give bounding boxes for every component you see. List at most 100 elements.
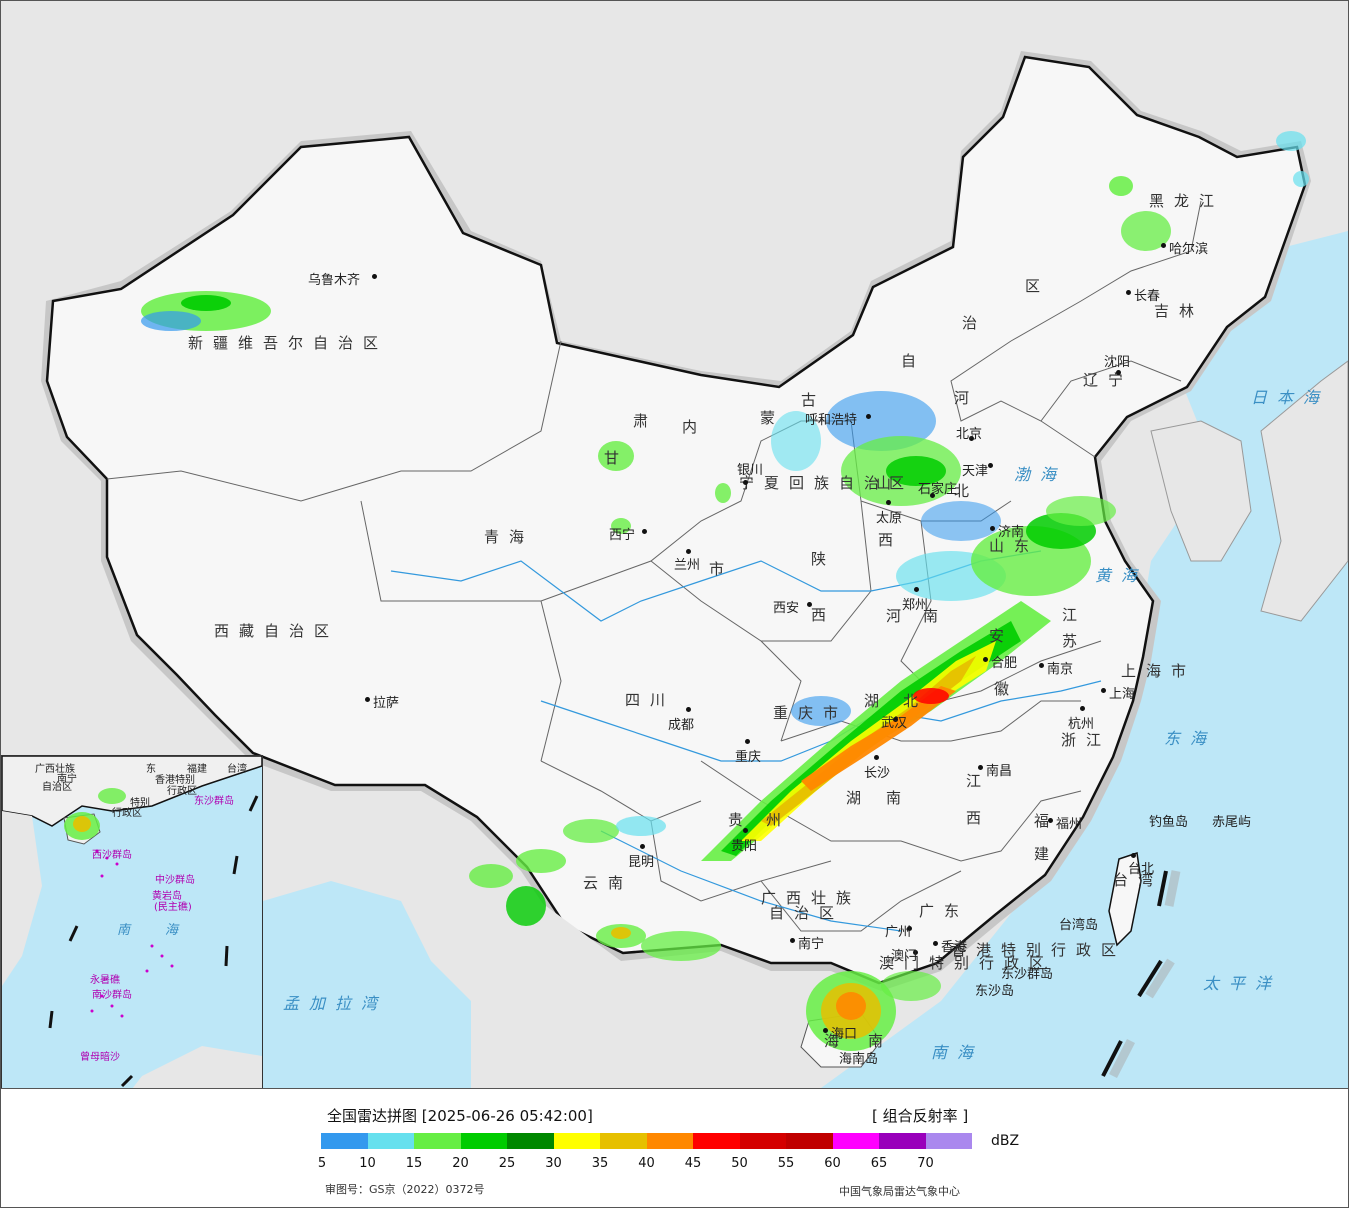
city-marker[interactable] bbox=[988, 463, 993, 468]
radar-map[interactable]: 新疆维吾尔自治区 西藏自治区 青海 四川 云南甘肃内蒙古自治区黑龙江 吉林 辽宁河北山西陕西… bbox=[1, 1, 1348, 1089]
inset-label: 台湾 bbox=[227, 764, 247, 775]
city-marker[interactable] bbox=[1161, 243, 1166, 248]
city-marker[interactable] bbox=[874, 755, 879, 760]
city-label: 西宁 bbox=[609, 528, 636, 543]
city-marker[interactable] bbox=[640, 844, 645, 849]
city-marker[interactable] bbox=[914, 587, 919, 592]
city-label: 香港 bbox=[941, 940, 968, 955]
city-label: 南宁 bbox=[798, 937, 825, 952]
province-label: 山东 bbox=[989, 537, 1040, 555]
scale-swatch bbox=[739, 1133, 786, 1149]
city-marker[interactable] bbox=[1080, 706, 1085, 711]
city-marker[interactable] bbox=[1116, 370, 1121, 375]
province-label: 香港特别行政区 bbox=[951, 941, 1127, 959]
province-label: 南 bbox=[868, 1032, 894, 1050]
city-marker[interactable] bbox=[823, 1028, 828, 1033]
inset-label: (民主礁) bbox=[154, 902, 192, 913]
inset-dashes bbox=[48, 795, 259, 1088]
city-marker[interactable] bbox=[1039, 663, 1044, 668]
scale-tick-label: 20 bbox=[452, 1156, 469, 1171]
city-label: 郑州 bbox=[902, 598, 929, 613]
province-label: 陕 bbox=[811, 550, 837, 568]
city-label: 乌鲁木齐 bbox=[308, 273, 361, 288]
city-marker[interactable] bbox=[745, 739, 750, 744]
province-label: 浙江 bbox=[1061, 731, 1112, 749]
scale-tick-label: 15 bbox=[405, 1156, 423, 1171]
inset-label: 东 bbox=[146, 764, 156, 775]
inset-label: 海 bbox=[165, 923, 179, 938]
city-label: 福州 bbox=[1056, 817, 1083, 832]
scale-swatch bbox=[646, 1133, 693, 1149]
city-marker[interactable] bbox=[907, 926, 912, 931]
sea-boundary-halo bbox=[1108, 870, 1181, 1079]
city-marker[interactable] bbox=[743, 828, 748, 833]
city-marker[interactable] bbox=[642, 529, 647, 534]
city-marker[interactable] bbox=[866, 414, 871, 419]
inset-borneo bbox=[132, 1046, 262, 1088]
city-label: 西安 bbox=[773, 601, 800, 616]
review-number: 审图号：GS京（2022）0372号 bbox=[325, 1183, 485, 1196]
inset-label: 中沙群岛 bbox=[155, 875, 195, 886]
city-marker[interactable] bbox=[790, 938, 795, 943]
scale-tick-label: 10 bbox=[359, 1156, 376, 1171]
province-label: 州 bbox=[766, 811, 792, 829]
island-label: 赤尾屿 bbox=[1212, 815, 1252, 830]
city-marker[interactable] bbox=[686, 549, 691, 554]
city-label: 银川 bbox=[737, 463, 764, 478]
map-layer bbox=[41, 51, 1348, 1088]
province-label: 市 bbox=[709, 560, 735, 578]
city-marker[interactable] bbox=[886, 500, 891, 505]
scale-tick-label: 55 bbox=[777, 1156, 795, 1171]
inset-label: 曾母暗沙 bbox=[80, 1052, 120, 1063]
south-china-sea-inset[interactable]: 广西壮族东福建 台湾 南宁 自治区 香港特别 行政区 东沙群岛 特别 行政区 西沙群岛 中沙群岛 黄岩… bbox=[1, 755, 263, 1088]
city-label: 台北 bbox=[1128, 862, 1155, 877]
city-marker[interactable] bbox=[1126, 290, 1131, 295]
island-label: 台湾岛 bbox=[1059, 918, 1099, 933]
city-marker[interactable] bbox=[743, 480, 748, 485]
city-marker[interactable] bbox=[893, 717, 898, 722]
province-label: 建 bbox=[1034, 845, 1060, 863]
city-marker[interactable] bbox=[686, 707, 691, 712]
city-marker[interactable] bbox=[969, 436, 974, 441]
city-marker[interactable] bbox=[983, 657, 988, 662]
agency-label: 中国气象局雷达气象中心 bbox=[839, 1185, 960, 1198]
inset-map bbox=[2, 756, 262, 1088]
city-marker[interactable] bbox=[807, 602, 812, 607]
city-marker[interactable] bbox=[1101, 688, 1106, 693]
province-label: 澳门特别行政区 bbox=[879, 954, 1055, 972]
scale-swatch bbox=[507, 1133, 554, 1149]
scale-swatch bbox=[600, 1133, 647, 1149]
city-marker[interactable] bbox=[1048, 818, 1053, 823]
inset-label: 福建 bbox=[187, 764, 207, 775]
province-label: 广东 bbox=[919, 902, 970, 920]
province-label: 古 bbox=[801, 391, 827, 409]
sea-label: 东海 bbox=[1164, 729, 1217, 748]
city-marker[interactable] bbox=[930, 493, 935, 498]
map-timestamp: [2025-06-26 05:42:00] bbox=[421, 1107, 593, 1125]
city-label: 济南 bbox=[998, 525, 1025, 540]
scale-swatch bbox=[925, 1133, 972, 1149]
legend-title-group: 全国雷达拼图 [2025-06-26 05:42:00] bbox=[327, 1105, 593, 1126]
city-marker[interactable] bbox=[365, 697, 370, 702]
province-label: 南 bbox=[923, 607, 949, 625]
product-name: [ 组合反射率 ] bbox=[872, 1107, 969, 1125]
city-marker[interactable] bbox=[913, 950, 918, 955]
sea-label: 黄海 bbox=[1095, 566, 1148, 585]
city-label: 长沙 bbox=[864, 766, 891, 781]
city-marker[interactable] bbox=[1131, 853, 1136, 858]
city-marker[interactable] bbox=[990, 526, 995, 531]
unit-label: dBZ bbox=[991, 1133, 1020, 1149]
province-label: 吉林 bbox=[1154, 302, 1205, 320]
scale-tick-label: 25 bbox=[498, 1156, 516, 1171]
province-label: 贵 bbox=[728, 811, 754, 829]
province-label: 甘 bbox=[604, 449, 630, 467]
island-label: 东沙岛 bbox=[975, 984, 1015, 999]
city-label: 太原 bbox=[876, 511, 903, 526]
city-marker[interactable] bbox=[978, 765, 983, 770]
inset-label: 东沙群岛 bbox=[194, 796, 234, 807]
city-marker[interactable] bbox=[933, 941, 938, 946]
city-marker[interactable] bbox=[372, 274, 377, 279]
province-label: 安 bbox=[989, 627, 1015, 645]
map-title: 全国雷达拼图 bbox=[327, 1107, 418, 1125]
scale-tick-label: 35 bbox=[591, 1156, 609, 1171]
